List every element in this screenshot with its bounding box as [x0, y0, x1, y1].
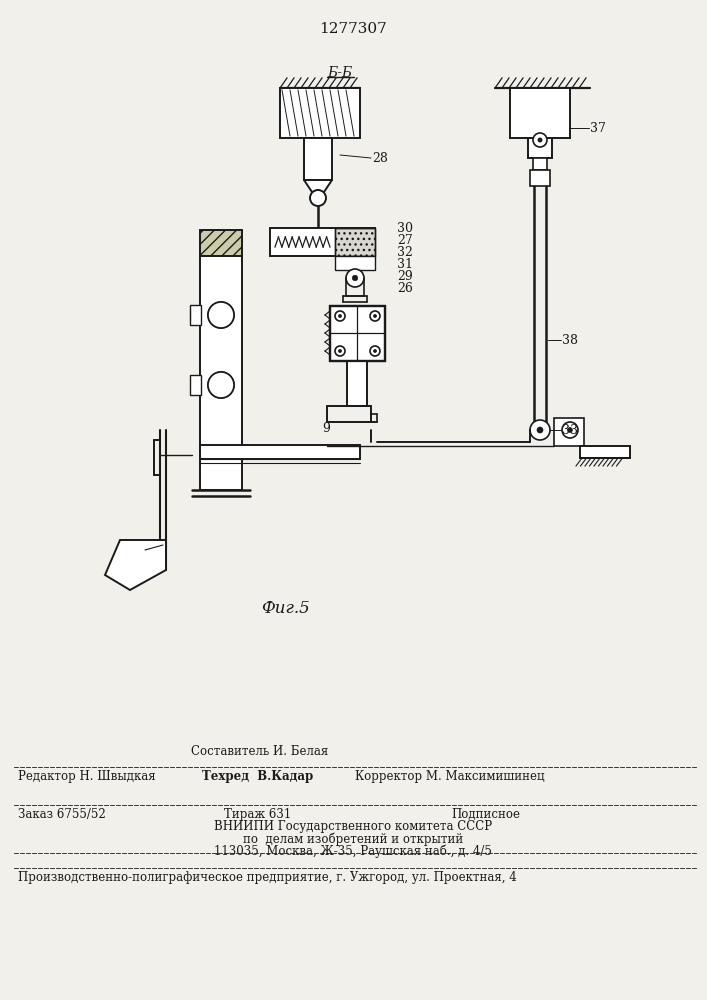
Bar	[200, 255, 242, 490]
Bar	[330, 306, 385, 361]
Bar	[190, 305, 201, 325]
Bar	[347, 361, 367, 406]
Text: Б-Б: Б-Б	[327, 66, 353, 80]
Circle shape	[568, 428, 573, 432]
Text: Фиг.5: Фиг.5	[261, 600, 310, 617]
Text: 113035, Москва, Ж-35, Раушская наб., д. 4/5: 113035, Москва, Ж-35, Раушская наб., д. …	[214, 844, 492, 857]
Bar	[304, 138, 332, 180]
Bar	[510, 88, 570, 138]
Bar	[332, 308, 383, 359]
Text: 1277307: 1277307	[319, 22, 387, 36]
Polygon shape	[105, 540, 166, 590]
Circle shape	[208, 372, 234, 398]
Bar	[335, 228, 375, 256]
Circle shape	[339, 314, 341, 318]
Bar	[554, 418, 584, 446]
Bar	[200, 445, 360, 459]
Bar	[335, 256, 375, 270]
Bar	[190, 375, 201, 395]
Circle shape	[370, 311, 380, 321]
Bar	[270, 228, 375, 256]
Text: 30: 30	[397, 222, 413, 234]
Bar	[330, 306, 385, 361]
Circle shape	[537, 427, 543, 433]
Circle shape	[208, 372, 234, 398]
Text: 33: 33	[562, 424, 578, 436]
Text: Редактор Н. Швыдкая: Редактор Н. Швыдкая	[18, 770, 156, 783]
Text: ВНИИПИ Государственного комитета СССР: ВНИИПИ Государственного комитета СССР	[214, 820, 492, 833]
Circle shape	[352, 275, 358, 281]
Bar	[580, 446, 630, 458]
Text: 28: 28	[372, 151, 388, 164]
Bar	[533, 158, 547, 170]
Text: 32: 32	[397, 245, 413, 258]
Circle shape	[310, 190, 326, 206]
Circle shape	[373, 314, 377, 318]
Circle shape	[208, 302, 234, 328]
Text: 9: 9	[322, 422, 330, 434]
Text: 31: 31	[397, 257, 413, 270]
Bar	[530, 170, 550, 186]
Circle shape	[335, 346, 345, 356]
Text: Техред  В.Кадар: Техред В.Кадар	[202, 770, 314, 783]
Text: Производственно-полиграфическое предприятие, г. Ужгород, ул. Проектная, 4: Производственно-полиграфическое предприя…	[18, 871, 517, 884]
Text: по  делам изобретений и открытий: по делам изобретений и открытий	[243, 832, 463, 846]
Text: Составитель И. Белая: Составитель И. Белая	[192, 745, 329, 758]
Bar	[335, 228, 375, 256]
Circle shape	[370, 346, 380, 356]
Text: Заказ 6755/52: Заказ 6755/52	[18, 808, 106, 821]
Circle shape	[335, 311, 345, 321]
Circle shape	[208, 302, 234, 328]
Bar	[528, 138, 552, 158]
Circle shape	[373, 350, 377, 353]
Text: 27: 27	[397, 233, 413, 246]
Text: 37: 37	[590, 121, 606, 134]
Text: 38: 38	[562, 334, 578, 347]
Polygon shape	[304, 180, 332, 192]
Circle shape	[538, 138, 542, 142]
Circle shape	[562, 422, 578, 438]
Bar	[280, 88, 360, 138]
Text: Подписное: Подписное	[451, 808, 520, 821]
Circle shape	[530, 420, 550, 440]
Text: Тираж 631: Тираж 631	[224, 808, 291, 821]
Circle shape	[533, 133, 547, 147]
Text: 29: 29	[397, 269, 413, 282]
Circle shape	[346, 269, 364, 287]
Bar	[200, 230, 242, 256]
Circle shape	[339, 350, 341, 353]
Text: 26: 26	[397, 282, 413, 294]
Text: Корректор М. Максимишинец: Корректор М. Максимишинец	[356, 770, 545, 783]
